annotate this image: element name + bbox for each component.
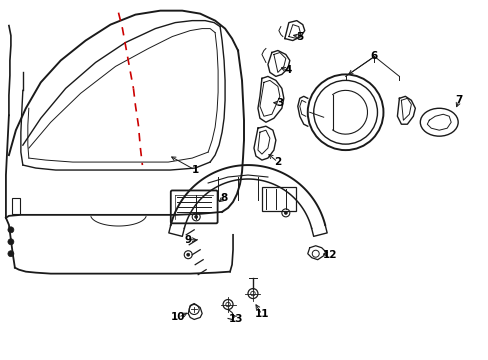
Circle shape [186, 253, 189, 256]
Text: 12: 12 [322, 250, 336, 260]
Text: 13: 13 [228, 314, 243, 324]
Circle shape [194, 215, 197, 219]
FancyBboxPatch shape [12, 198, 20, 214]
Text: 1: 1 [191, 165, 199, 175]
Text: 8: 8 [220, 193, 227, 203]
Text: 11: 11 [254, 310, 268, 319]
Circle shape [8, 239, 14, 245]
Text: 9: 9 [184, 235, 191, 245]
Text: 7: 7 [454, 95, 462, 105]
Text: 6: 6 [370, 51, 377, 62]
Circle shape [8, 251, 14, 257]
Text: 4: 4 [284, 66, 291, 76]
Text: 3: 3 [276, 98, 283, 108]
Circle shape [8, 227, 14, 233]
Text: 5: 5 [296, 32, 303, 41]
FancyBboxPatch shape [262, 187, 295, 211]
Text: 10: 10 [171, 312, 185, 323]
FancyBboxPatch shape [170, 190, 217, 223]
Text: 2: 2 [274, 157, 281, 167]
Circle shape [284, 211, 287, 214]
